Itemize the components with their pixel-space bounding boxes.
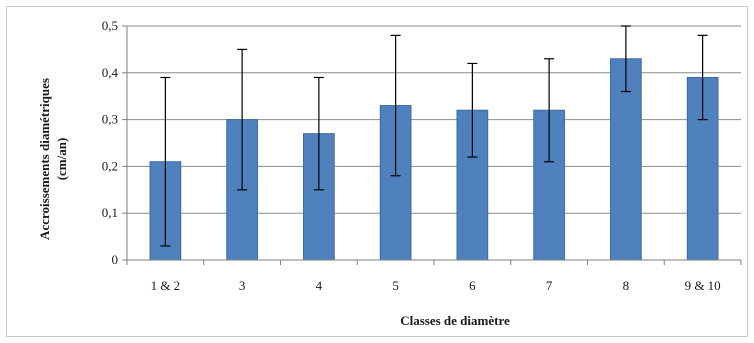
x-tick-label: 1 & 2 (151, 278, 181, 293)
y-tick-label: 0,3 (102, 112, 118, 127)
x-axis-title: Classes de diamètre (400, 313, 510, 328)
y-tick-label: 0 (112, 252, 119, 267)
bar-7 (610, 58, 642, 261)
y-tick-label: 0,2 (102, 158, 118, 173)
y-axis-title: Accroissements diamétriques (cm/an) (37, 78, 69, 240)
error-bar-2 (237, 48, 248, 191)
y-axis-title-line-2: (cm/an) (54, 138, 69, 181)
x-tick-label: 4 (316, 278, 323, 293)
error-bar-1 (160, 76, 171, 247)
y-tick-label: 0,5 (102, 18, 118, 33)
x-tick-label: 6 (469, 278, 476, 293)
axes (122, 25, 742, 265)
x-tick-label: 7 (546, 278, 553, 293)
error-bars (160, 25, 708, 247)
chart-frame: 0 0,1 0,2 0,3 0,4 0,5 1 & 2 3 4 5 6 7 8 9 & 10 Class… (6, 6, 748, 337)
y-tick-labels: 0 0,1 0,2 0,3 0,4 0,5 (102, 18, 119, 267)
bar-chart: 0 0,1 0,2 0,3 0,4 0,5 1 & 2 3 4 5 6 7 8 9 & 10 Class… (37, 18, 742, 328)
error-bar-6 (544, 58, 555, 163)
error-bar-8 (697, 34, 708, 121)
x-tick-label: 3 (239, 278, 246, 293)
x-tick-label: 8 (623, 278, 630, 293)
x-tick-label: 5 (392, 278, 399, 293)
y-tick-label: 0,4 (102, 65, 119, 80)
y-axis-title-line-1: Accroissements diamétriques (37, 78, 52, 240)
x-tick-labels: 1 & 2 3 4 5 6 7 8 9 & 10 (151, 278, 721, 293)
x-tick-label: 9 & 10 (685, 278, 721, 293)
bars (149, 58, 719, 261)
error-bar-3 (313, 76, 324, 191)
error-bar-4 (390, 34, 401, 177)
y-tick-label: 0,1 (102, 205, 118, 220)
gridlines (127, 25, 741, 214)
error-bar-5 (467, 62, 478, 158)
error-bar-7 (620, 25, 631, 93)
